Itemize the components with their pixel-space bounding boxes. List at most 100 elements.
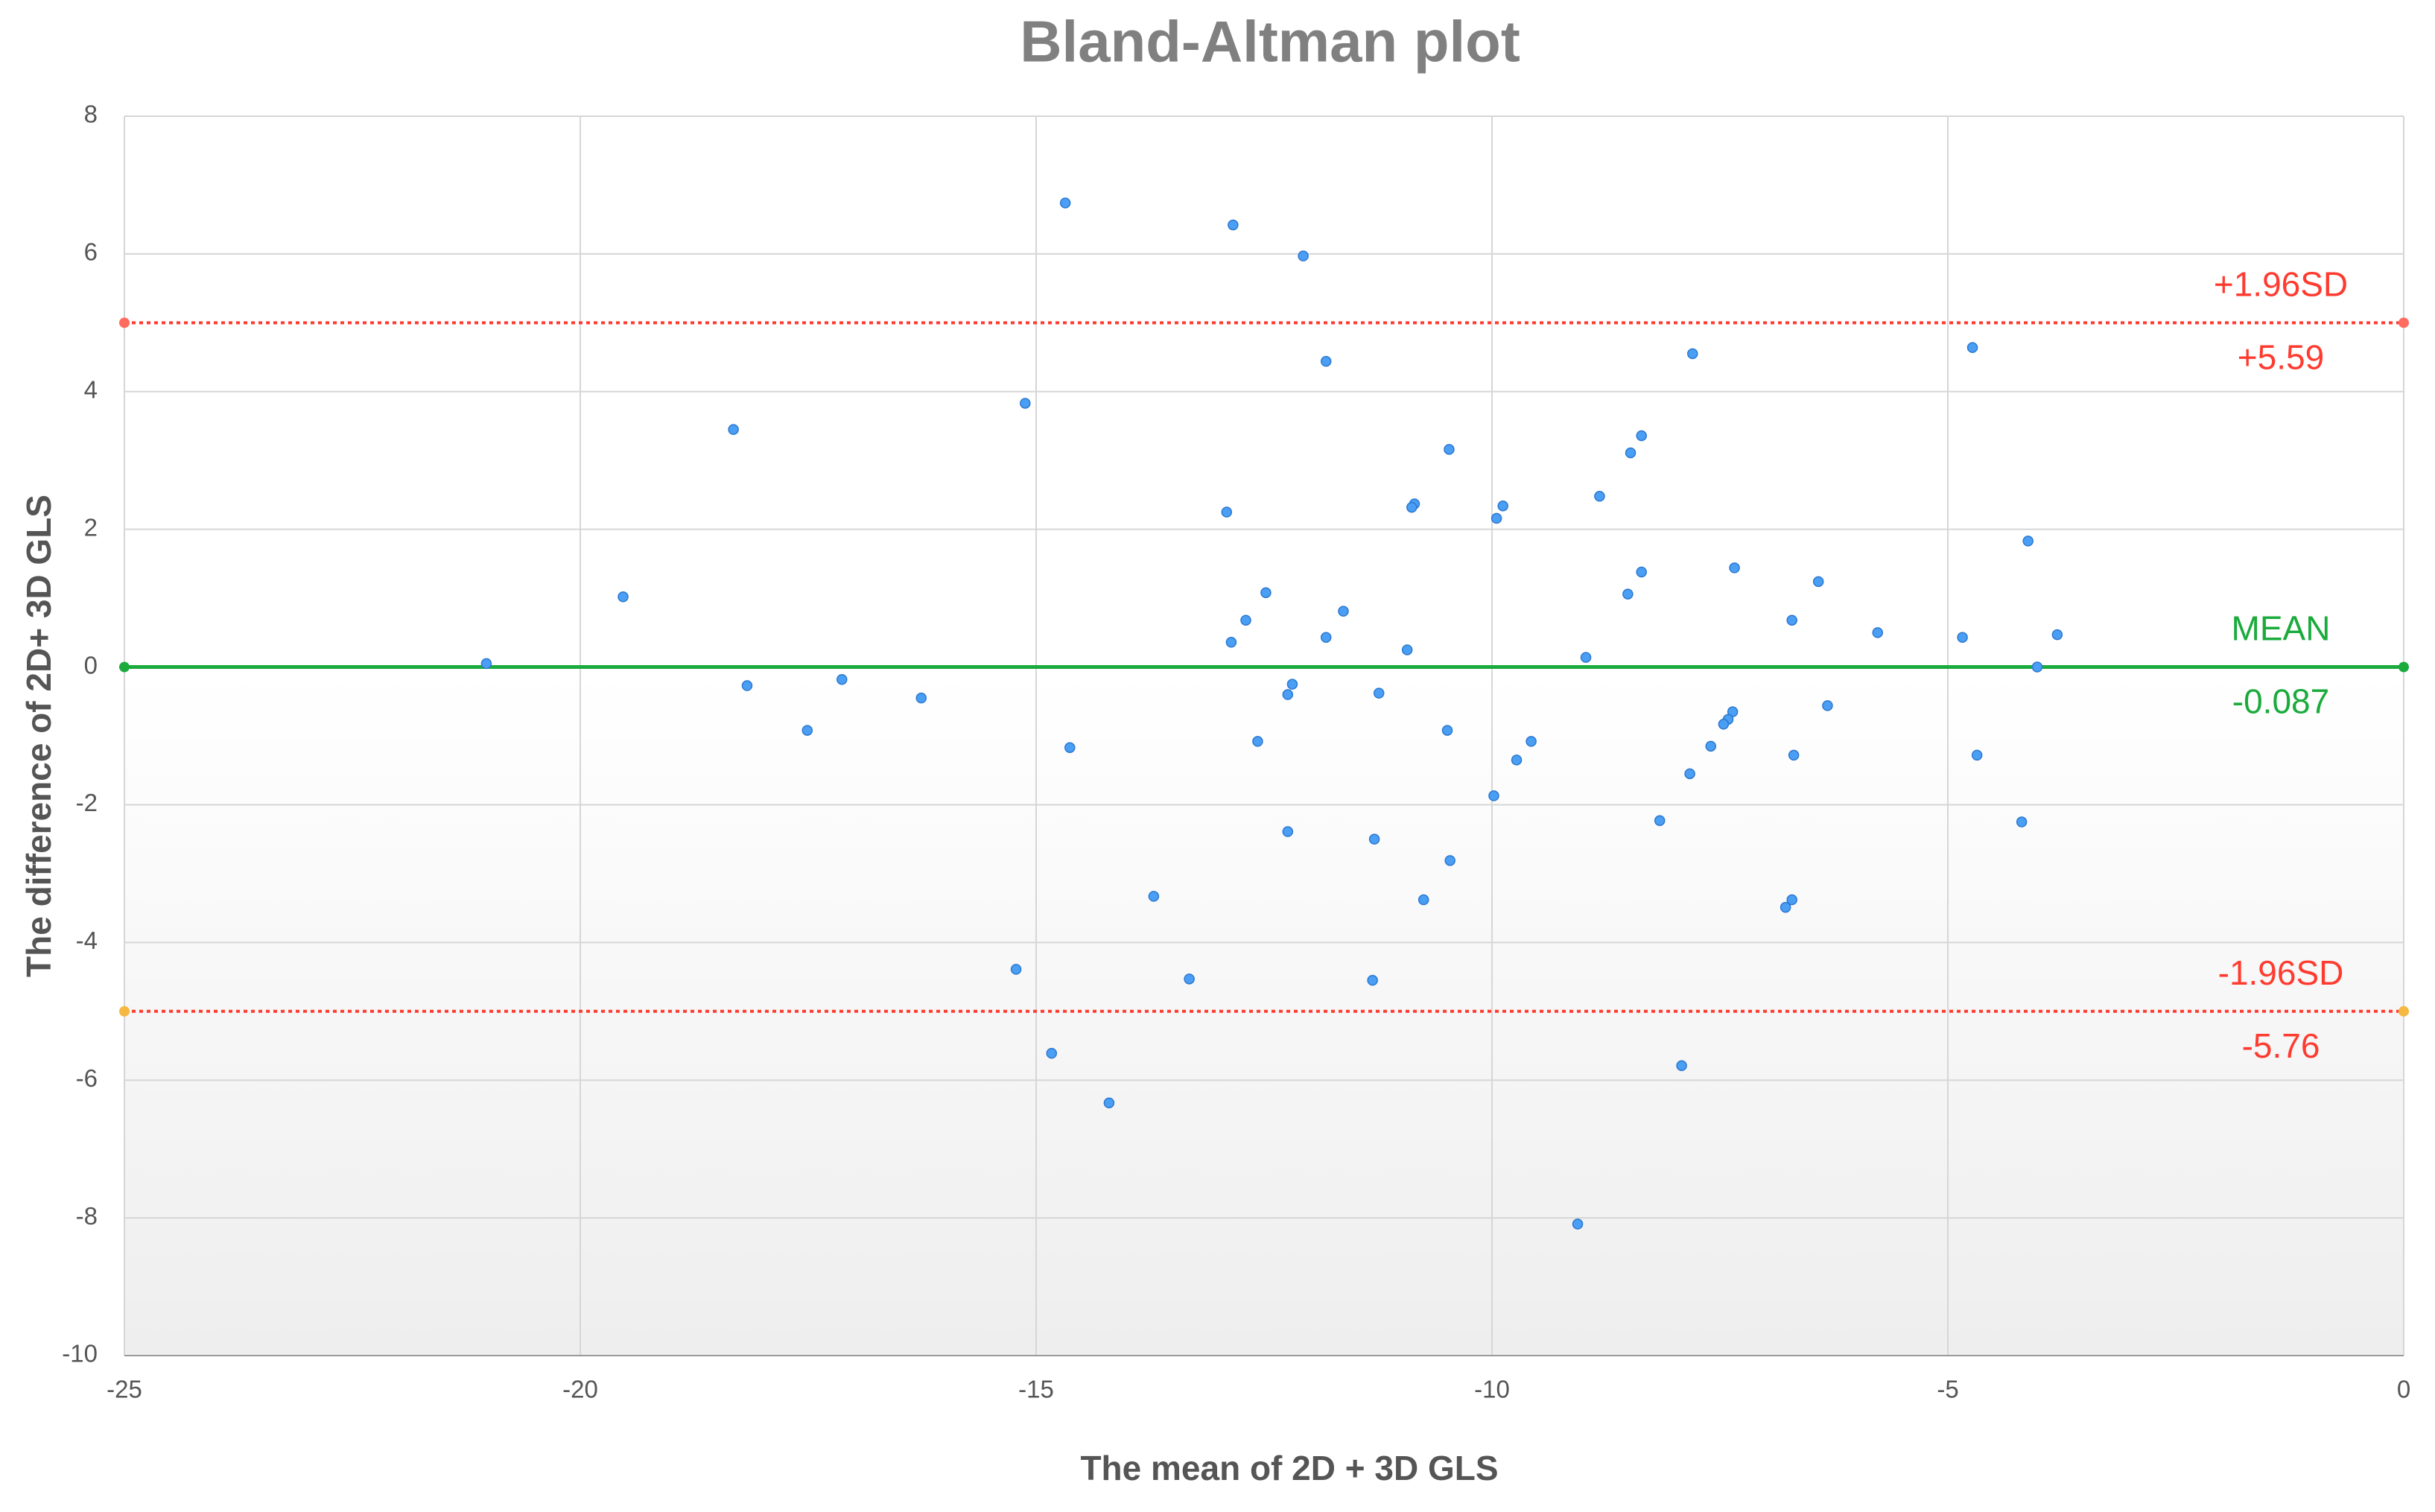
data-point [1572, 1219, 1584, 1230]
data-point [1788, 749, 1800, 761]
data-point [1401, 644, 1413, 655]
data-point [1444, 855, 1455, 866]
data-point [1488, 790, 1499, 801]
data-point [480, 658, 492, 670]
data-point [1526, 736, 1537, 747]
data-point [1497, 500, 1508, 512]
data-point [836, 673, 848, 685]
data-point [1622, 588, 1634, 600]
reference-line-annotation: -0.087 [2232, 682, 2329, 721]
data-point [1020, 398, 1031, 409]
chart-title: Bland-Altman plot [1020, 9, 1520, 74]
y-tick-label: 4 [84, 375, 98, 403]
data-point [1240, 614, 1251, 626]
data-point [1729, 562, 1740, 574]
data-point [1441, 725, 1453, 736]
data-point [1594, 491, 1605, 502]
data-point [1228, 219, 1239, 231]
y-tick-label: 6 [84, 238, 98, 266]
data-point [1059, 197, 1071, 209]
data-point [1417, 894, 1429, 906]
x-tick-label: -20 [562, 1376, 598, 1403]
data-point [1373, 687, 1385, 699]
data-point [1490, 512, 1502, 524]
data-point [1103, 1097, 1115, 1108]
reference-line-annotation: +5.59 [2238, 337, 2324, 376]
y-tick-label: -8 [76, 1202, 98, 1230]
reference-line-end [119, 317, 130, 328]
data-point [1718, 719, 1730, 730]
data-point [1282, 826, 1294, 837]
data-point [1286, 679, 1298, 690]
data-point [1368, 833, 1380, 845]
x-axis-label: The mean of 2D + 3D GLS [1080, 1449, 1498, 1487]
plot-area [124, 116, 2404, 1356]
y-tick-label: -6 [76, 1064, 98, 1092]
reference-line-end [119, 1006, 130, 1017]
data-point [1320, 632, 1332, 644]
reference-lines: +1.96SD +5.59 MEAN -0.087 -1.96SD -5.76 [119, 264, 2409, 1065]
reference-line-name: +1.96SD [2214, 264, 2348, 303]
data-point [1971, 749, 1983, 761]
y-tick-label: -10 [62, 1340, 98, 1368]
data-point [1221, 506, 1233, 518]
data-point [1812, 576, 1824, 588]
data-point [1687, 348, 1698, 360]
data-point [1046, 1047, 1058, 1059]
x-tick-label: 0 [2397, 1376, 2410, 1403]
data-point [1786, 894, 1797, 906]
data-point [741, 680, 753, 691]
data-point [1320, 355, 1332, 367]
data-point [801, 725, 813, 736]
data-point [1780, 901, 1791, 913]
data-point [1636, 566, 1647, 578]
data-point [1580, 652, 1592, 663]
reference-line-end [2399, 661, 2409, 673]
reference-line-end [2399, 1006, 2409, 1017]
y-tick-label: -2 [76, 789, 98, 816]
data-point [1184, 973, 1195, 985]
data-point [1298, 250, 1309, 261]
data-point [1367, 974, 1378, 986]
reference-line-end [2399, 317, 2409, 328]
data-point [1282, 689, 1294, 700]
data-point [2031, 661, 2043, 673]
data-point [2022, 536, 2034, 547]
data-point [1252, 736, 1263, 747]
data-point [1064, 742, 1076, 753]
data-point [1148, 891, 1160, 902]
data-point [1684, 768, 1695, 780]
data-point [618, 591, 629, 603]
data-point [1636, 430, 1647, 442]
data-point [2051, 629, 2063, 641]
data-point [1676, 1060, 1687, 1072]
data-point [1511, 755, 1523, 766]
data-point [728, 424, 739, 435]
y-tick-label: 2 [84, 513, 98, 541]
x-tick-label: -15 [1018, 1376, 1054, 1403]
data-point [1225, 637, 1237, 648]
y-tick-label: 8 [84, 101, 98, 128]
data-point [1406, 501, 1417, 513]
data-point [1260, 587, 1272, 598]
data-point [1010, 964, 1022, 975]
data-point [1444, 444, 1455, 455]
data-point [1705, 740, 1717, 752]
x-tick-label: -25 [107, 1376, 142, 1403]
reference-line-annotation: -5.76 [2242, 1026, 2320, 1065]
reference-line-name: -1.96SD [2218, 953, 2344, 992]
reference-line-end [119, 661, 130, 673]
y-tick-label: -4 [76, 927, 98, 954]
y-axis-label: The difference of 2D+ 3D GLS [19, 495, 58, 977]
data-point [1654, 815, 1666, 826]
x-tick-label: -10 [1474, 1376, 1510, 1403]
data-point [1786, 614, 1797, 626]
y-tick-label: 0 [84, 651, 98, 679]
data-point [915, 692, 927, 704]
points [480, 197, 2063, 1230]
data-point [1338, 606, 1349, 617]
data-point [1822, 700, 1833, 711]
reference-line-name: MEAN [2232, 609, 2331, 648]
